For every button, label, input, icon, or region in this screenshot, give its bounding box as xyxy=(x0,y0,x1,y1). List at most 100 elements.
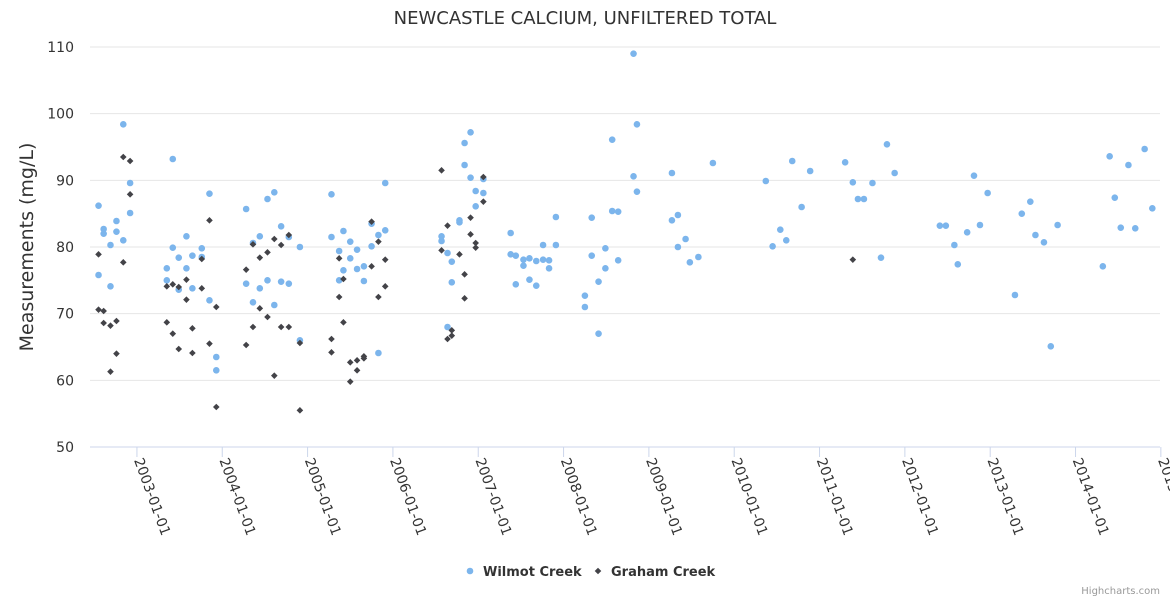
data-point[interactable] xyxy=(480,189,487,197)
data-point[interactable] xyxy=(798,203,805,211)
data-point[interactable] xyxy=(264,195,271,203)
data-point[interactable] xyxy=(633,188,641,195)
data-point[interactable] xyxy=(1040,239,1048,246)
data-point[interactable] xyxy=(444,335,451,343)
data-point[interactable] xyxy=(381,283,389,290)
data-point[interactable] xyxy=(95,251,102,258)
data-point[interactable] xyxy=(100,230,107,237)
data-point[interactable] xyxy=(595,330,602,337)
data-point[interactable] xyxy=(212,367,220,374)
data-point[interactable] xyxy=(346,238,354,245)
data-point[interactable] xyxy=(183,233,190,240)
data-point[interactable] xyxy=(328,233,335,241)
data-point[interactable] xyxy=(375,238,382,245)
legend[interactable]: Wilmot Creek Graham Creek xyxy=(466,565,716,580)
data-point[interactable] xyxy=(512,281,520,288)
data-point[interactable] xyxy=(198,255,206,263)
data-point[interactable] xyxy=(271,235,278,243)
data-point[interactable] xyxy=(119,237,127,244)
data-point[interactable] xyxy=(438,237,445,245)
data-point[interactable] xyxy=(472,187,479,195)
data-point[interactable] xyxy=(776,226,784,233)
data-point[interactable] xyxy=(212,403,220,411)
data-point[interactable] xyxy=(942,222,950,229)
data-point[interactable] xyxy=(526,276,533,283)
data-point[interactable] xyxy=(95,271,102,279)
data-point[interactable] xyxy=(189,285,196,292)
data-point[interactable] xyxy=(119,259,127,266)
data-point[interactable] xyxy=(183,276,190,283)
data-point[interactable] xyxy=(113,217,120,225)
data-point[interactable] xyxy=(175,345,183,353)
data-point[interactable] xyxy=(539,256,547,263)
data-point[interactable] xyxy=(976,221,984,229)
data-point[interactable] xyxy=(340,275,347,283)
data-point[interactable] xyxy=(849,179,857,186)
data-point[interactable] xyxy=(630,173,637,180)
data-point[interactable] xyxy=(107,368,114,375)
data-point[interactable] xyxy=(340,227,347,235)
data-point[interactable] xyxy=(1011,291,1019,299)
data-point[interactable] xyxy=(588,252,596,259)
data-point[interactable] xyxy=(189,325,196,332)
data-point[interactable] xyxy=(984,189,991,197)
data-point[interactable] xyxy=(169,244,177,251)
data-point[interactable] xyxy=(595,278,602,285)
data-point[interactable] xyxy=(695,253,702,261)
data-point[interactable] xyxy=(113,228,120,235)
data-point[interactable] xyxy=(448,332,456,339)
data-point[interactable] xyxy=(368,218,375,225)
data-point[interactable] xyxy=(169,155,177,163)
data-point[interactable] xyxy=(95,202,102,209)
data-point[interactable] xyxy=(189,349,196,357)
data-point[interactable] xyxy=(1125,161,1132,169)
data-point[interactable] xyxy=(467,214,474,221)
data-point[interactable] xyxy=(472,244,479,251)
data-point[interactable] xyxy=(328,349,335,356)
credits[interactable]: Highcharts.com xyxy=(1081,586,1160,597)
data-point[interactable] xyxy=(954,261,962,268)
data-point[interactable] xyxy=(444,249,451,257)
data-point[interactable] xyxy=(539,241,547,249)
data-point[interactable] xyxy=(256,254,264,261)
data-point[interactable] xyxy=(100,225,107,233)
data-point[interactable] xyxy=(472,239,479,247)
data-point[interactable] xyxy=(119,153,127,161)
data-point[interactable] xyxy=(438,167,445,174)
data-point[interactable] xyxy=(841,159,849,166)
data-point[interactable] xyxy=(126,179,134,187)
data-point[interactable] xyxy=(381,256,389,263)
data-point[interactable] xyxy=(360,263,368,270)
data-point[interactable] xyxy=(507,229,514,237)
data-point[interactable] xyxy=(1099,263,1107,270)
data-point[interactable] xyxy=(448,258,456,265)
data-point[interactable] xyxy=(891,169,898,177)
data-point[interactable] xyxy=(256,305,264,312)
data-point[interactable] xyxy=(461,271,468,278)
data-point[interactable] xyxy=(951,241,958,249)
data-point[interactable] xyxy=(183,296,190,303)
data-point[interactable] xyxy=(614,257,622,264)
data-point[interactable] xyxy=(438,233,445,240)
data-point[interactable] xyxy=(183,265,190,272)
data-point[interactable] xyxy=(877,254,885,261)
data-point[interactable] xyxy=(860,195,868,203)
data-point[interactable] xyxy=(461,161,468,169)
data-point[interactable] xyxy=(126,191,134,198)
data-point[interactable] xyxy=(456,251,463,258)
data-point[interactable] xyxy=(169,281,177,288)
data-point[interactable] xyxy=(107,322,114,329)
data-point[interactable] xyxy=(242,205,250,213)
data-point[interactable] xyxy=(381,179,389,187)
data-point[interactable] xyxy=(242,266,250,273)
data-point[interactable] xyxy=(444,323,451,331)
data-point[interactable] xyxy=(113,317,120,325)
data-point[interactable] xyxy=(1027,198,1034,205)
data-point[interactable] xyxy=(507,251,514,258)
data-point[interactable] xyxy=(461,295,468,302)
data-point[interactable] xyxy=(1117,224,1125,231)
data-point[interactable] xyxy=(175,254,183,261)
data-point[interactable] xyxy=(277,278,285,285)
data-point[interactable] xyxy=(335,255,343,262)
data-point[interactable] xyxy=(581,292,589,299)
